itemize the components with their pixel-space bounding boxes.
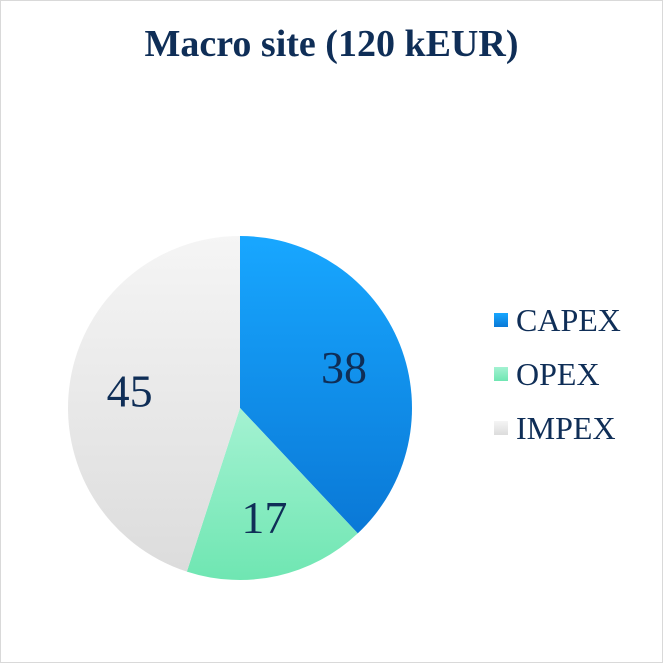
- pie-slice-capex: [240, 236, 413, 534]
- legend-swatch-impex: [494, 421, 508, 435]
- legend-swatch-opex: [494, 367, 508, 381]
- legend-label-capex: CAPEX: [516, 302, 621, 338]
- pie-slice-opex: [186, 408, 358, 580]
- data-label-opex: 17: [241, 492, 287, 543]
- pie-slices: [68, 236, 413, 580]
- legend: CAPEX OPEX IMPEX: [494, 302, 621, 446]
- legend-swatch-capex: [494, 313, 508, 327]
- legend-label-opex: OPEX: [516, 356, 600, 392]
- pie-slice-impex: [68, 236, 240, 572]
- pie-data-labels: 38 17 45: [107, 342, 367, 543]
- chart-title: Macro site (120 kEUR): [144, 23, 519, 65]
- legend-label-impex: IMPEX: [516, 410, 616, 446]
- data-label-capex: 38: [321, 342, 367, 393]
- data-label-impex: 45: [107, 366, 153, 417]
